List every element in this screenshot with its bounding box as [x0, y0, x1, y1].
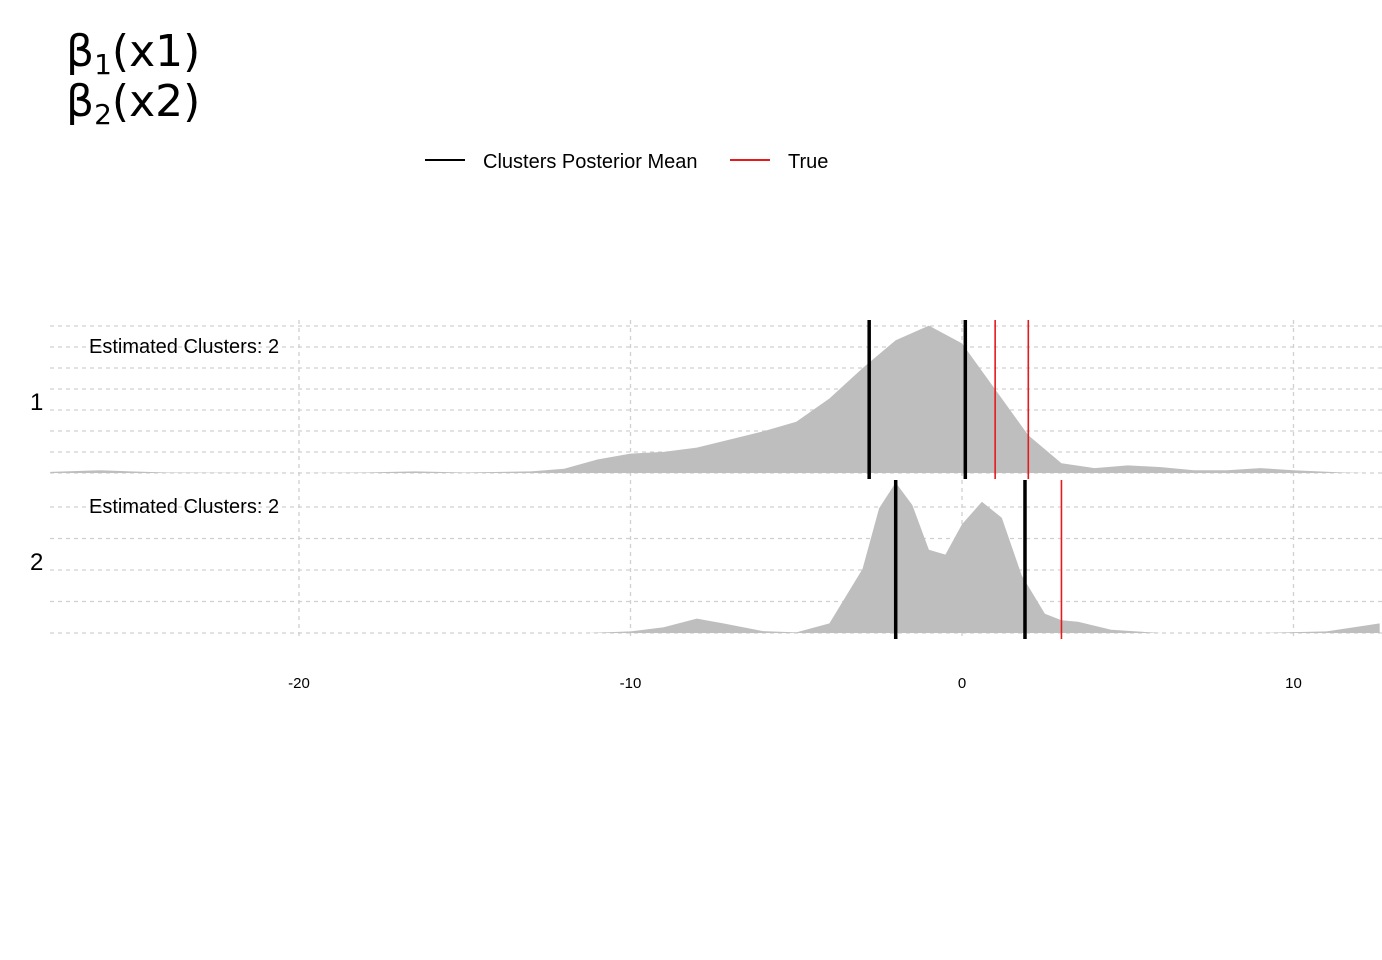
title-beta2-subscript: 2: [94, 98, 112, 131]
title-beta1-symbol: β: [66, 26, 94, 77]
x-tick-label: 0: [958, 675, 966, 692]
legend-label-posterior-mean: Clusters Posterior Mean: [483, 151, 698, 173]
x-tick-label: -20: [288, 675, 310, 692]
row-label: 1: [30, 389, 43, 416]
title-beta1-subscript: 1: [94, 48, 112, 81]
row-label: 2: [30, 549, 43, 576]
title-beta2-rest: (x2): [112, 76, 200, 127]
title-beta1-rest: (x1): [112, 26, 200, 77]
x-tick-label: -10: [620, 675, 642, 692]
plot-area: 1 Estimated Clusters: 2 2 Estimated Cluster…: [30, 320, 1382, 692]
estimated-clusters-annotation: Estimated Clusters: 2: [89, 496, 279, 518]
x-tick-label: 10: [1285, 675, 1302, 692]
density-area-2: [587, 482, 1380, 633]
title-beta2-symbol: β: [66, 76, 94, 127]
legend: Clusters Posterior Mean True: [425, 151, 828, 173]
title-beta2: β2(x2): [66, 76, 200, 131]
estimated-clusters-annotation: Estimated Clusters: 2: [89, 336, 279, 358]
title-beta1: β1(x1): [66, 26, 200, 81]
legend-label-true: True: [788, 151, 828, 173]
